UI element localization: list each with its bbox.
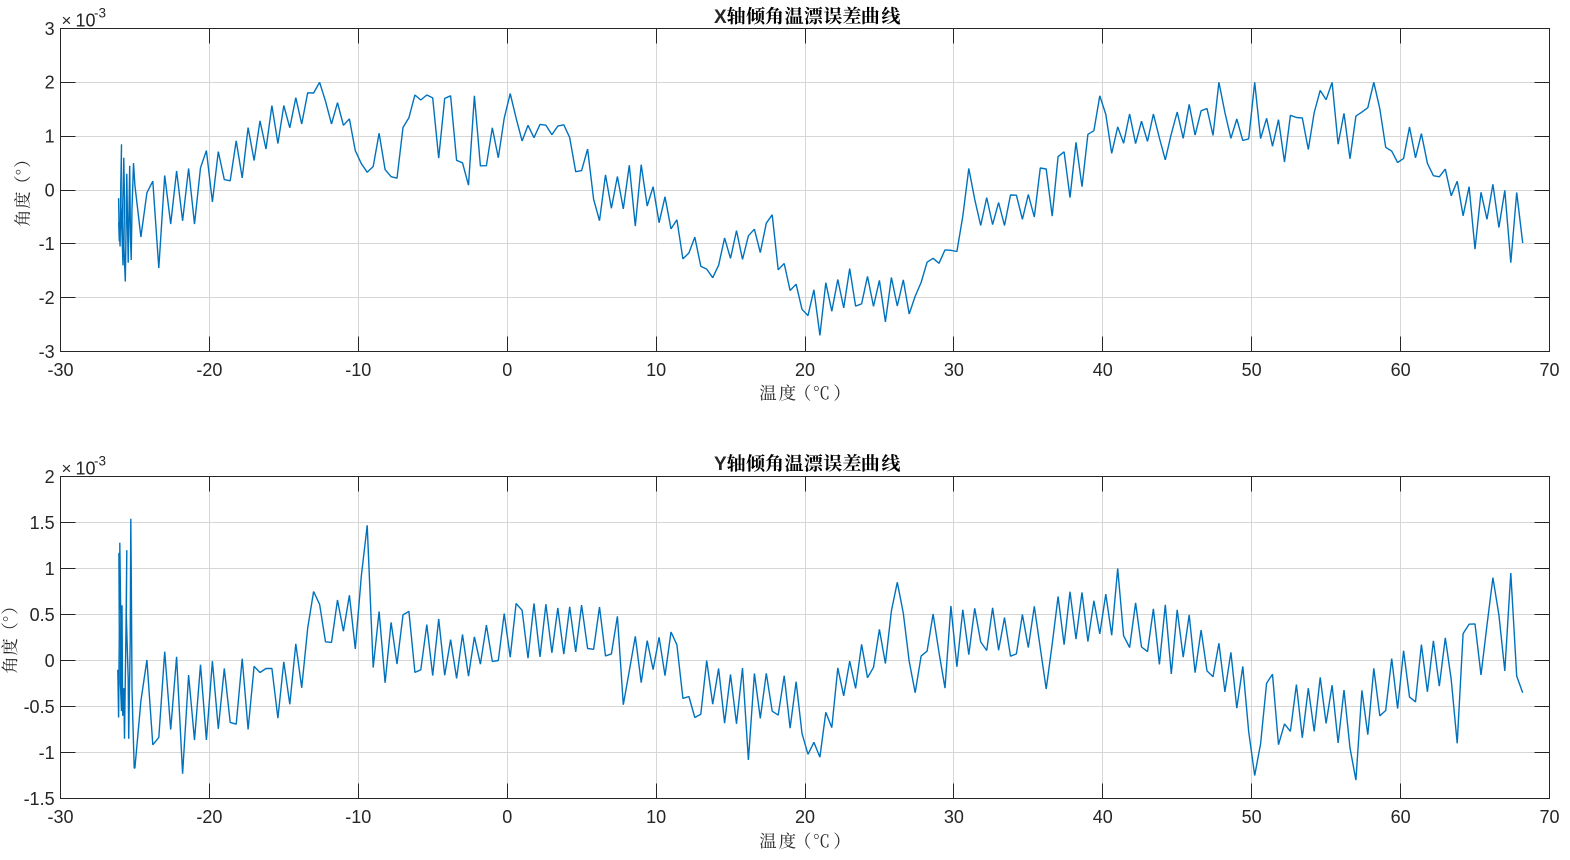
svg-text:2: 2: [45, 467, 55, 487]
svg-text:-10: -10: [345, 807, 371, 827]
svg-text:-2: -2: [39, 288, 55, 308]
svg-text:1: 1: [45, 127, 55, 147]
svg-text:30: 30: [944, 807, 964, 827]
svg-text:-10: -10: [345, 360, 371, 380]
svg-text:70: 70: [1539, 807, 1559, 827]
svg-text:30: 30: [944, 360, 964, 380]
svg-text:0: 0: [502, 807, 512, 827]
svg-text:0: 0: [502, 360, 512, 380]
svg-text:×: ×: [62, 459, 72, 478]
svg-text:-0.5: -0.5: [24, 697, 55, 717]
svg-text:60: 60: [1391, 360, 1411, 380]
svg-text:-1.5: -1.5: [24, 789, 55, 809]
svg-text:0: 0: [45, 651, 55, 671]
svg-text:2: 2: [45, 73, 55, 93]
svg-text:-1: -1: [39, 234, 55, 254]
svg-text:40: 40: [1093, 360, 1113, 380]
svg-text:1: 1: [45, 559, 55, 579]
svg-text:10: 10: [76, 458, 96, 478]
svg-text:50: 50: [1242, 807, 1262, 827]
svg-text:10: 10: [76, 10, 96, 30]
svg-text:×: ×: [62, 11, 72, 30]
svg-text:10: 10: [646, 807, 666, 827]
svg-text:20: 20: [795, 807, 815, 827]
svg-text:40: 40: [1093, 807, 1113, 827]
svg-text:60: 60: [1391, 807, 1411, 827]
svg-text:-30: -30: [47, 360, 73, 380]
svg-text:-20: -20: [196, 360, 222, 380]
svg-text:3: 3: [45, 19, 55, 39]
svg-text:70: 70: [1539, 360, 1559, 380]
svg-text:20: 20: [795, 360, 815, 380]
svg-text:-3: -3: [39, 342, 55, 362]
svg-text:-20: -20: [196, 807, 222, 827]
svg-text:0.5: 0.5: [30, 605, 55, 625]
svg-text:0: 0: [45, 180, 55, 200]
svg-text:1.5: 1.5: [30, 513, 55, 533]
svg-text:-1: -1: [39, 743, 55, 763]
svg-text:-3: -3: [94, 453, 106, 468]
svg-text:-3: -3: [94, 5, 106, 20]
svg-text:X: X: [714, 7, 727, 28]
svg-text:-30: -30: [47, 807, 73, 827]
svg-text:Y: Y: [714, 454, 727, 475]
svg-text:50: 50: [1242, 360, 1262, 380]
svg-text:10: 10: [646, 360, 666, 380]
